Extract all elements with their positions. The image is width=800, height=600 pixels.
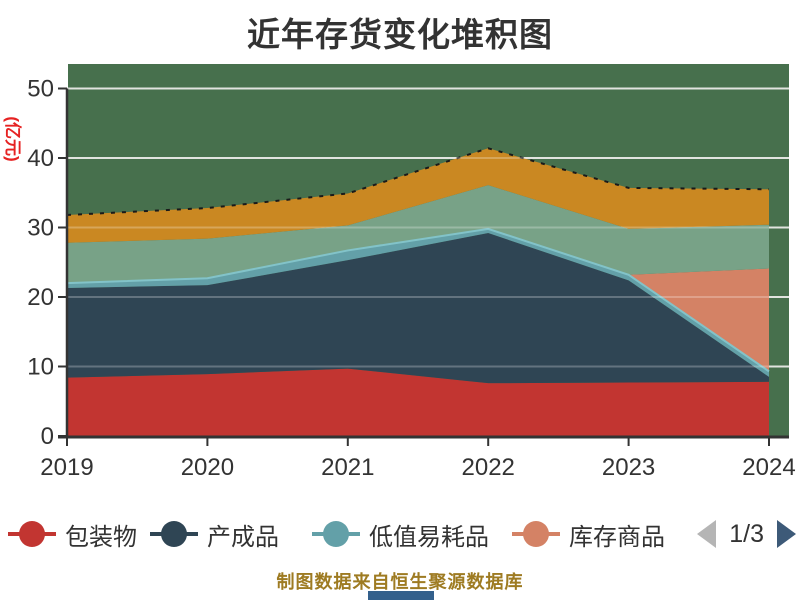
x-tick-label: 2021 xyxy=(321,454,374,481)
y-tick-label: 20 xyxy=(27,284,54,311)
legend-page-indicator: 1/3 xyxy=(729,519,764,548)
legend-marker-icon xyxy=(312,520,360,548)
x-tick-label: 2024 xyxy=(742,454,795,481)
legend-next-arrow-icon[interactable] xyxy=(777,520,796,548)
y-axis-unit-label: (亿元) xyxy=(3,116,22,162)
legend-pager: 1/3 xyxy=(697,516,796,552)
legend-marker-icon xyxy=(150,520,198,548)
teal-band-edge xyxy=(66,227,770,373)
legend-item-低值易耗品[interactable]: 低值易耗品 xyxy=(312,516,489,552)
y-tick-label: 50 xyxy=(27,76,54,103)
data-source-caption: 制图数据来自恒生聚源数据库 xyxy=(276,572,524,592)
y-tick-label: 0 xyxy=(41,423,54,450)
x-tick-label: 2023 xyxy=(602,454,655,481)
y-tick-label: 40 xyxy=(27,145,54,172)
legend-item-label: 低值易耗品 xyxy=(369,523,489,551)
legend-item-产成品[interactable]: 产成品 xyxy=(150,516,279,552)
legend-marker-icon xyxy=(512,520,560,548)
legend-item-库存商品[interactable]: 库存商品 xyxy=(512,516,665,552)
y-tick-label: 10 xyxy=(27,354,54,381)
legend-marker-icon xyxy=(8,520,56,548)
area-band-4 xyxy=(67,185,769,284)
legend-prev-arrow-icon[interactable] xyxy=(697,520,717,548)
x-tick-label: 2019 xyxy=(40,454,93,481)
area-band-0 xyxy=(67,368,769,436)
x-tick-label: 2022 xyxy=(462,454,515,481)
legend-item-label: 包装物 xyxy=(65,523,137,551)
area-band-2 xyxy=(67,228,769,377)
x-tick-label: 2020 xyxy=(181,454,234,481)
legend-item-label: 产成品 xyxy=(207,523,279,551)
total-dashed-line xyxy=(66,147,770,216)
y-tick-label: 30 xyxy=(27,215,54,242)
legend: 包装物 产成品 低值易耗品 库存商品 1/3 xyxy=(0,516,800,552)
area-band-5 xyxy=(67,148,769,243)
legend-item-label: 库存商品 xyxy=(569,523,665,551)
area-band-1 xyxy=(67,233,769,384)
bottom-logo-bar xyxy=(368,591,434,600)
legend-item-包装物[interactable]: 包装物 xyxy=(8,516,137,552)
chart-title: 近年存货变化堆积图 xyxy=(247,16,553,53)
